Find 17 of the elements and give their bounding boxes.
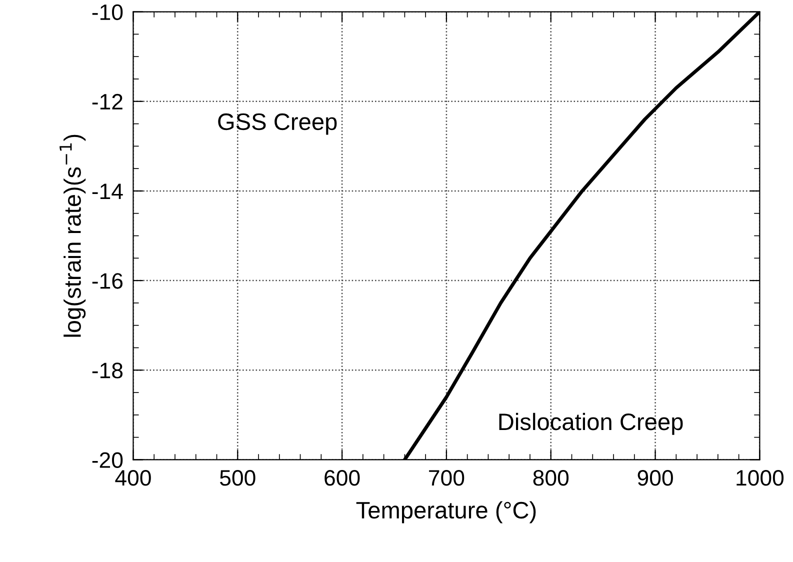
- y-axis-title: log(strain rate)(s$^{−1}$): [60, 134, 86, 337]
- y-tick-label: -10: [92, 4, 123, 20]
- x-tick-label: 800: [533, 470, 569, 486]
- x-tick-label: 400: [115, 470, 151, 486]
- y-tick-label: -14: [92, 184, 123, 200]
- x-tick-label: 900: [638, 470, 673, 486]
- x-tick-label: 1000: [736, 470, 784, 486]
- y-tick-label: -20: [92, 452, 123, 468]
- x-axis-title: Temperature (°C): [356, 501, 536, 524]
- x-tick-label: 600: [324, 470, 360, 486]
- y-tick-label: -18: [92, 362, 123, 378]
- y-tick-label: -12: [92, 94, 122, 110]
- y-tick-label: -16: [92, 273, 123, 289]
- annotation: GSS Creep: [218, 113, 337, 135]
- x-tick-label: 700: [429, 470, 464, 486]
- annotation: Dislocation Creep: [499, 412, 683, 435]
- x-tick-label: 500: [220, 470, 256, 486]
